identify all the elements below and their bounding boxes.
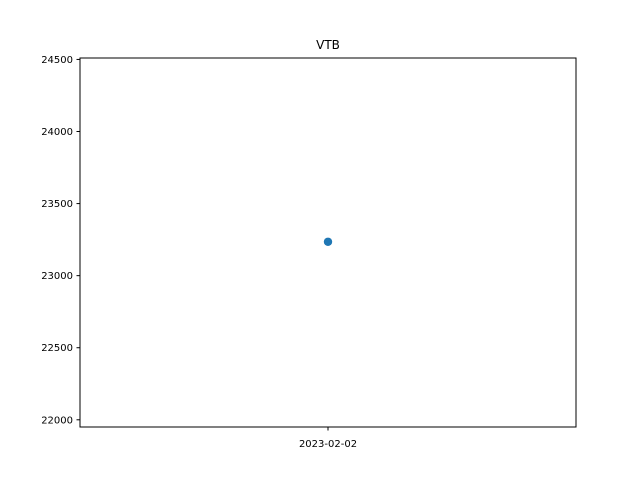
y-axis: 22000 22500 23000 23500 24000 24500 (41, 55, 80, 426)
x-tick-label: 2023-02-02 (299, 439, 357, 450)
y-tick-label: 24000 (41, 127, 73, 138)
chart-title: VTB (316, 38, 340, 52)
x-axis: 2023-02-02 (299, 427, 357, 450)
data-point (323, 237, 333, 246)
y-tick-label: 22000 (41, 415, 73, 426)
plot-frame (79, 57, 577, 428)
y-tick-label: 24500 (41, 55, 73, 66)
y-tick-label: 23000 (41, 271, 73, 282)
y-tick-label: 22500 (41, 343, 73, 354)
data-points (323, 237, 333, 246)
y-tick-label: 23500 (41, 199, 73, 210)
